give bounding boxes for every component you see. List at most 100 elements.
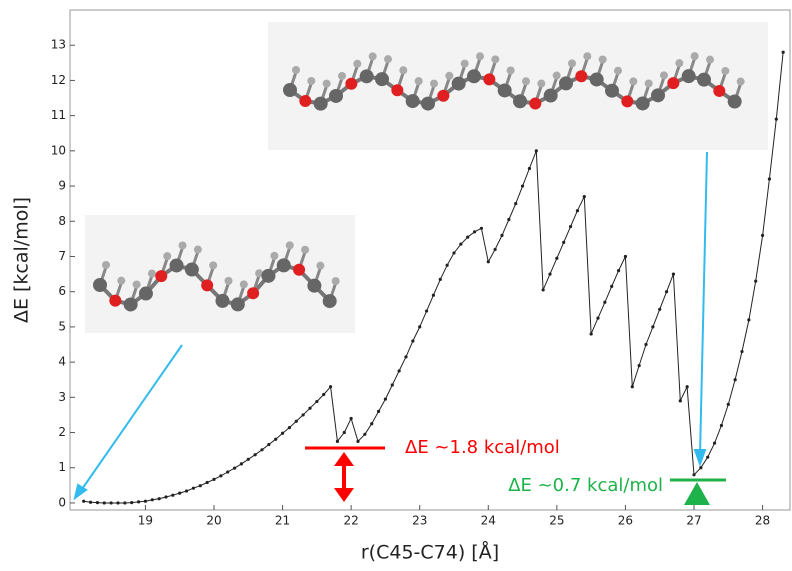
atom-o [293, 264, 305, 276]
data-point [734, 378, 737, 381]
atom-h [675, 59, 683, 67]
data-point [521, 184, 524, 187]
data-point [336, 440, 339, 443]
atom-h [338, 72, 346, 80]
x-tick-label: 26 [618, 514, 633, 528]
data-point [583, 195, 586, 198]
data-point [288, 426, 291, 429]
x-tick-label: 28 [755, 514, 770, 528]
data-point [638, 364, 641, 367]
atom-c [360, 69, 374, 83]
data-point [679, 399, 682, 402]
atom-c [682, 69, 696, 83]
atom-h [148, 270, 156, 278]
x-tick-label: 23 [412, 514, 427, 528]
data-point [219, 474, 222, 477]
atom-h [660, 71, 668, 79]
data-point [329, 385, 332, 388]
data-point [727, 403, 730, 406]
data-point [130, 501, 133, 504]
y-tick-label: 9 [58, 179, 66, 193]
atom-h [476, 52, 484, 60]
atom-h [353, 60, 361, 68]
data-point [274, 438, 277, 441]
data-point [212, 478, 215, 481]
data-point [322, 393, 325, 396]
atom-o [621, 95, 633, 107]
data-point [555, 257, 558, 260]
data-point [446, 264, 449, 267]
data-point [110, 501, 113, 504]
atom-h [384, 55, 392, 63]
atom-c [498, 83, 512, 97]
data-point [343, 431, 346, 434]
atom-c [277, 258, 291, 272]
data-point [226, 470, 229, 473]
chart: ΔE ~1.8 kcal/mol ΔE ~0.7 kcal/mol r(C45-… [0, 0, 792, 571]
atom-c [590, 72, 604, 86]
y-tick-label: 3 [58, 390, 66, 404]
data-point [768, 177, 771, 180]
data-point [610, 285, 613, 288]
data-point [535, 149, 538, 152]
atom-h [614, 67, 622, 75]
y-tick-label: 7 [58, 249, 66, 263]
atom-c [93, 278, 107, 292]
atom-h [522, 77, 530, 85]
data-point [116, 501, 119, 504]
atom-c [139, 287, 153, 301]
y-axis-label: ΔE [kcal/mol] [11, 197, 33, 323]
data-point [452, 251, 455, 254]
data-point [164, 495, 167, 498]
atom-h [706, 56, 714, 64]
x-axis-label: r(C45-C74) [Å] [361, 541, 499, 564]
atom-h [102, 261, 110, 269]
atom-h [721, 67, 729, 75]
atom-h [332, 277, 340, 285]
data-point [398, 369, 401, 372]
x-tick-label: 24 [481, 514, 496, 528]
data-point [528, 167, 531, 170]
annotation: ΔE ~0.7 kcal/mol [508, 475, 663, 496]
data-point [617, 269, 620, 272]
atom-o [483, 73, 495, 85]
atom-c [406, 94, 420, 108]
data-point [665, 290, 668, 293]
atom-c [124, 297, 138, 311]
data-point [260, 448, 263, 451]
atom-h [286, 241, 294, 249]
data-point [254, 453, 257, 456]
atom-o [667, 77, 679, 89]
y-tick-label: 1 [58, 460, 66, 474]
atom-c [283, 83, 297, 97]
data-point [761, 234, 764, 237]
data-point [624, 255, 627, 258]
atom-h [307, 77, 315, 85]
atom-h [737, 78, 745, 86]
data-point [651, 325, 654, 328]
atom-c [544, 89, 558, 103]
atom-c [421, 97, 435, 111]
data-point [590, 332, 593, 335]
y-tick-label: 12 [51, 73, 66, 87]
molecule-image-top [268, 22, 768, 150]
data-point [199, 484, 202, 487]
data-point [171, 494, 174, 497]
y-tick-label: 11 [51, 108, 66, 122]
atom-c [605, 84, 619, 98]
atom-c [314, 97, 328, 111]
data-point [720, 424, 723, 427]
data-point [754, 280, 757, 283]
data-point [569, 225, 572, 228]
y-tick-label: 0 [58, 495, 66, 509]
y-tick-label: 2 [58, 425, 66, 439]
data-point [603, 301, 606, 304]
data-point [411, 339, 414, 342]
x-tick-label: 21 [275, 514, 290, 528]
atom-h [301, 246, 309, 254]
y-tick-label: 5 [58, 319, 66, 333]
data-point [240, 462, 243, 465]
atom-c [323, 294, 337, 308]
data-point [699, 466, 702, 469]
data-point [439, 278, 442, 281]
